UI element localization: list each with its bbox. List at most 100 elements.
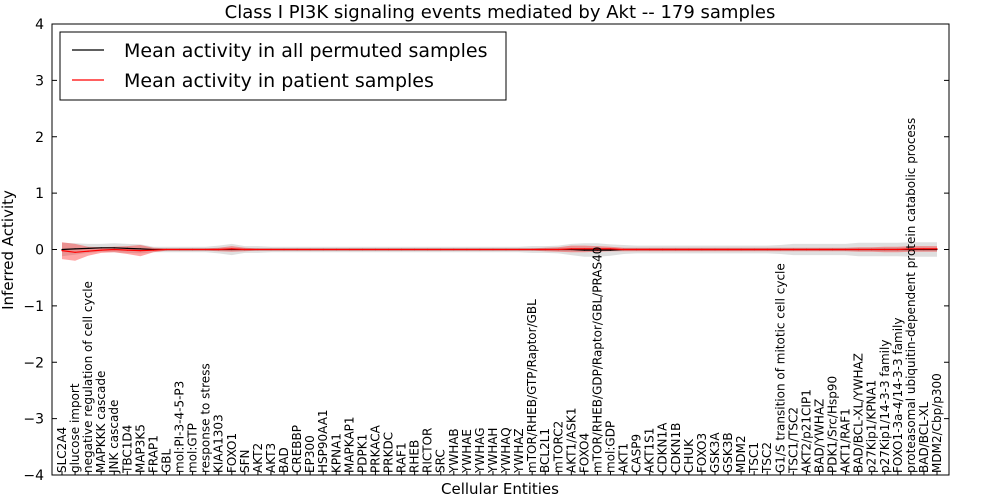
data-point (100, 249, 102, 251)
data-point (714, 248, 716, 251)
data-point (701, 248, 703, 251)
x-tick-label: MAPKKK cascade (94, 371, 108, 473)
x-tick-label: mTOR/RHEB/GTP/Raptor/GBL (525, 299, 539, 473)
x-tick-label: MAP3K5 (133, 424, 147, 473)
legend-label-patient: Mean activity in patient samples (124, 70, 434, 92)
data-point (126, 249, 128, 251)
data-point (309, 248, 311, 251)
x-tick-label: negative regulation of cell cycle (81, 281, 95, 473)
x-tick-label: AKT3 (264, 443, 278, 473)
x-tick-label: AKT1S1 (643, 428, 657, 473)
data-point (178, 248, 181, 251)
x-tick-label: YWHAZ (512, 428, 526, 474)
x-tick-label: KPNA1 (329, 433, 343, 473)
data-point (923, 248, 925, 250)
x-tick-label: BAD/YWHAZ (813, 399, 827, 473)
data-point (910, 248, 912, 250)
data-point (845, 248, 847, 251)
data-point (649, 248, 651, 251)
band-series-1 (62, 242, 937, 261)
series-lines (61, 247, 938, 253)
x-tick-label: CREBBP (290, 425, 304, 473)
x-tick-label: YWHAQ (499, 427, 513, 474)
data-point (270, 248, 272, 251)
data-point (74, 248, 76, 250)
x-tick-label: TSC1 (747, 442, 761, 474)
data-point (139, 250, 141, 252)
data-point (113, 247, 115, 249)
x-tick-label: BCL2L1 (538, 428, 552, 473)
x-tick-label: AKT2/p21CIP1 (799, 389, 813, 473)
data-point (609, 248, 612, 250)
data-point (727, 248, 729, 251)
data-point (244, 248, 246, 251)
x-tick-label: SLC2A4 (55, 427, 69, 473)
x-tick-label: SRC (434, 449, 448, 473)
x-tick-label: PRKACA (368, 424, 382, 473)
y-tick-label: 3 (35, 73, 44, 89)
x-tick-label: TSC1/TSC2 (786, 407, 800, 474)
x-tick-label: AKT1 (617, 443, 631, 473)
data-point (596, 248, 599, 250)
x-tick-label: EP300 (303, 435, 317, 473)
x-tick-label: MDM2/Cbp/p300 (930, 373, 944, 473)
x-tick-label: JNK cascade (107, 400, 121, 474)
x-tick-label: AKT1/RAF1 (839, 408, 853, 473)
x-tick-label: CHUK (682, 438, 696, 473)
data-point (126, 247, 128, 249)
data-point (884, 248, 886, 251)
data-point (688, 248, 690, 251)
data-point (257, 248, 259, 251)
data-point (583, 248, 586, 250)
data-point (466, 248, 468, 251)
data-point (296, 248, 298, 251)
legend-label-permuted: Mean activity in all permuted samples (124, 40, 487, 62)
x-tick-label: YWHAB (447, 428, 461, 474)
data-point (596, 249, 599, 251)
x-tick-label: p27Kip1/14-3-3 family (878, 340, 892, 473)
data-point (192, 248, 194, 251)
data-point (87, 250, 89, 252)
x-tick-label: SFN (238, 450, 252, 474)
data-point (831, 248, 834, 251)
y-tick-label: 2 (35, 130, 44, 146)
y-tick-label: −3 (23, 412, 44, 428)
confidence-bands (62, 242, 937, 261)
x-tick-label: p27Kip1/KPNA1 (865, 380, 879, 473)
x-tick-label: KIAA1303 (212, 414, 226, 473)
data-point (283, 248, 285, 251)
data-point (570, 248, 572, 250)
chart-title: Class I PI3K signaling events mediated b… (225, 2, 776, 23)
x-tick-label: TBC1D4 (120, 425, 134, 474)
data-point (609, 249, 612, 251)
x-tick-label: FRAP1 (146, 435, 160, 473)
data-point (531, 248, 533, 251)
y-tick-label: −2 (23, 355, 44, 371)
x-tick-label: BAD/BCL-XL/YWHAZ (852, 353, 866, 473)
data-point (427, 248, 429, 251)
x-tick-label: YWHAG (473, 427, 487, 474)
x-tick-label: HSP90AA1 (316, 409, 330, 473)
x-tick-label: mol:GDP (604, 421, 618, 473)
data-point (139, 248, 141, 250)
x-tick-label: BAD/BCL-XL (917, 401, 931, 473)
data-point (113, 248, 115, 251)
data-point (492, 248, 494, 251)
x-tick-label: RICTOR (421, 428, 435, 473)
data-point (544, 248, 546, 251)
data-point (936, 248, 938, 250)
y-axis-label: Inferred Activity (0, 190, 17, 310)
x-tick-label: AKT1/ASK1 (564, 408, 578, 473)
x-tick-label: CDKN1B (669, 423, 683, 473)
data-point (348, 248, 350, 251)
data-point (387, 248, 390, 251)
y-tick-label: 1 (35, 186, 44, 202)
data-point (792, 248, 794, 251)
data-point (74, 251, 76, 253)
data-point (740, 248, 742, 251)
data-point (205, 248, 207, 251)
data-point (440, 248, 442, 251)
y-tick-label: 4 (35, 17, 44, 33)
x-tick-label: CDKN1A (656, 422, 670, 473)
